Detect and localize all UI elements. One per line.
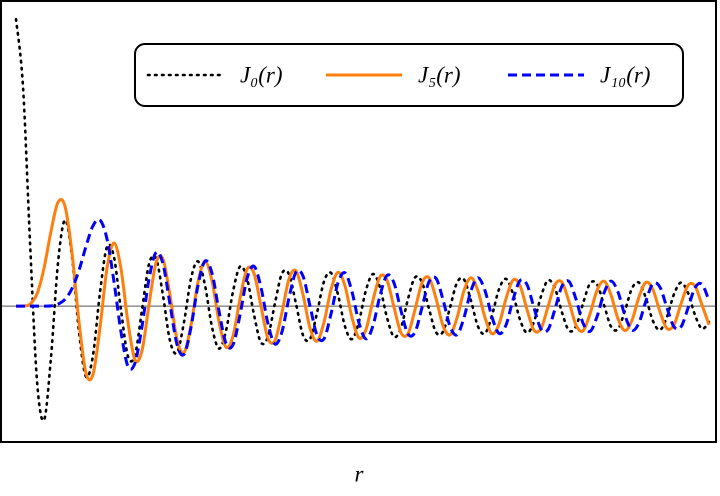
line-series (15, 198, 711, 382)
x-axis-label: r (355, 461, 365, 486)
line-series (16, 217, 711, 371)
plot-area (2, 17, 716, 423)
legend-box (134, 43, 684, 107)
legend-label: J₁₀(r) (600, 62, 650, 87)
legend-label: J₀(r) (240, 62, 282, 87)
legend-label: J₅(r) (418, 62, 460, 87)
plot-frame (0, 0, 717, 443)
legend: J₀(r) J₅(r) J₁₀(r) (134, 43, 684, 107)
